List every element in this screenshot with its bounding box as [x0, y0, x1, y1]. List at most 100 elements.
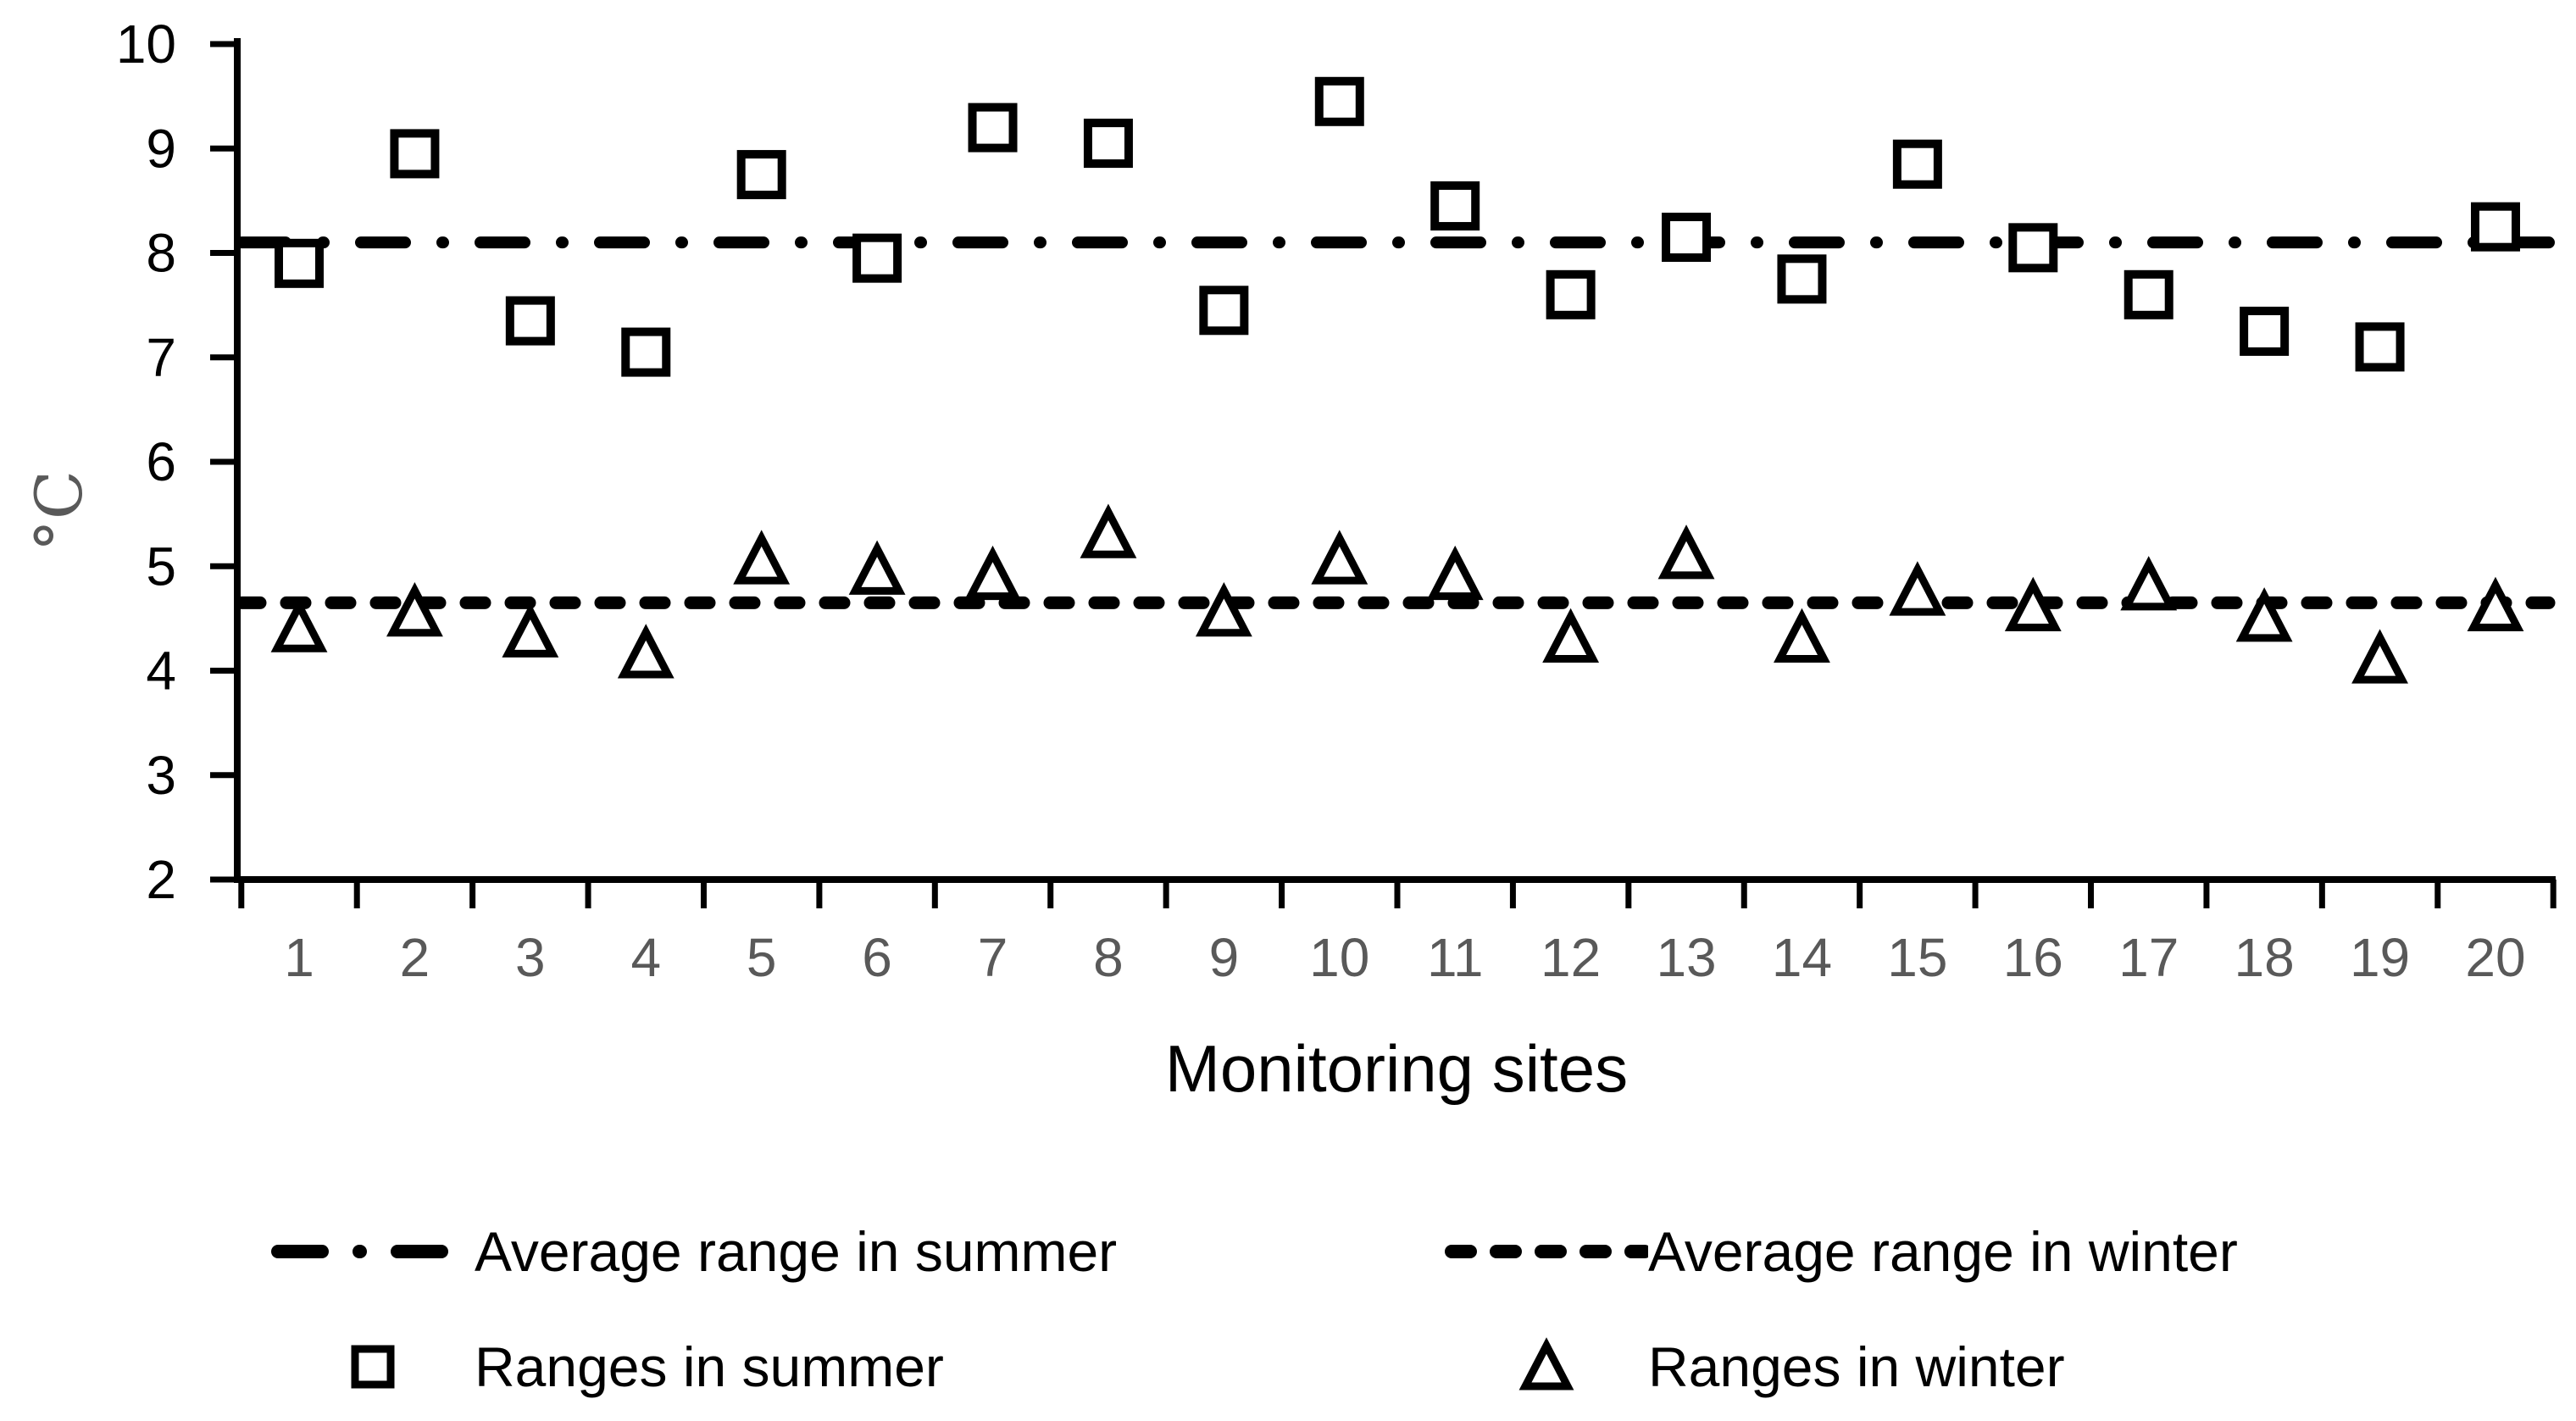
legend-label: Ranges in summer [475, 1335, 944, 1398]
summer-point [1083, 119, 1133, 169]
y-tick [210, 458, 237, 465]
x-tick-label: 20 [2465, 927, 2525, 988]
x-tick-label: 4 [630, 927, 661, 988]
y-tick [210, 41, 237, 47]
summer-point [1314, 76, 1364, 126]
x-tick-label: 16 [2003, 927, 2063, 988]
legend-item-average-summer: Average range in summer [271, 1213, 1117, 1290]
winter-point [848, 540, 906, 595]
summer-point [1430, 181, 1480, 231]
summer-point [1199, 286, 1249, 336]
y-tick-label: 6 [146, 431, 176, 492]
legend-item-ranges-winter: Ranges in winter [1445, 1329, 2065, 1405]
winter-point [270, 597, 328, 652]
x-tick [2434, 880, 2441, 908]
x-tick [816, 880, 823, 908]
x-tick-label: 2 [400, 927, 430, 988]
x-tick [700, 880, 707, 908]
x-tick [1279, 880, 1285, 908]
x-tick [585, 880, 591, 908]
y-tick-label: 4 [146, 641, 176, 702]
x-tick [1625, 880, 1632, 908]
y-tick-label: 7 [146, 327, 176, 388]
x-tick [1972, 880, 1979, 908]
y-tick [210, 876, 237, 883]
y-tick-label: 3 [146, 745, 176, 806]
x-tick [2203, 880, 2210, 908]
summer-point [852, 233, 902, 283]
winter-point [2467, 576, 2524, 632]
winter-point [386, 581, 443, 637]
summer-point [2240, 306, 2290, 356]
winter-point [2351, 629, 2408, 684]
winter-point [617, 624, 675, 679]
summer-point [1662, 213, 1712, 263]
y-tick [210, 145, 237, 152]
y-tick [210, 772, 237, 779]
winter-point [1774, 608, 1830, 663]
summer-point [1777, 254, 1827, 304]
y-tick-label: 5 [146, 536, 176, 597]
y-tick-label: 9 [146, 118, 176, 179]
winter-point [1542, 608, 1600, 663]
legend: Average range in summer Average range in… [0, 1186, 2576, 1421]
legend-label: Ranges in winter [1648, 1335, 2065, 1398]
dashed-line-icon [1445, 1213, 1648, 1290]
y-tick [210, 668, 237, 674]
summer-point [1546, 269, 1596, 319]
y-tick-label: 8 [146, 223, 176, 284]
x-tick [2550, 880, 2557, 908]
x-tick-label: 18 [2235, 927, 2295, 988]
x-axis-title: Monitoring sites [1164, 1031, 1629, 1106]
x-tick-label: 6 [862, 927, 892, 988]
summer-point [505, 296, 555, 346]
x-tick [1163, 880, 1169, 908]
x-tick [2088, 880, 2095, 908]
summer-point [390, 129, 440, 179]
x-tick-label: 19 [2350, 927, 2410, 988]
triangle-marker-icon [1445, 1329, 1648, 1405]
y-tick-label: 10 [116, 14, 176, 75]
x-tick [238, 880, 245, 908]
winter-point [2004, 576, 2062, 632]
x-tick-label: 8 [1093, 927, 1124, 988]
x-tick-label: 5 [747, 927, 777, 988]
summer-point [2124, 269, 2174, 319]
x-tick-label: 14 [1772, 927, 1832, 988]
x-tick-label: 13 [1656, 927, 1716, 988]
x-tick [2318, 880, 2325, 908]
y-tick-label: 2 [146, 849, 176, 910]
winter-point [1080, 503, 1137, 558]
legend-label: Average range in summer [475, 1220, 1118, 1283]
winter-point [1426, 545, 1484, 601]
legend-item-average-winter: Average range in winter [1445, 1213, 2238, 1290]
x-tick-label: 10 [1309, 927, 1369, 988]
x-tick [1857, 880, 1863, 908]
square-marker-icon [271, 1329, 475, 1405]
x-tick [353, 880, 360, 908]
winter-point [1657, 525, 1715, 580]
x-tick-label: 11 [1427, 927, 1483, 988]
dash-dot-line-icon [271, 1213, 475, 1290]
x-tick [1394, 880, 1401, 908]
x-tick [1740, 880, 1747, 908]
y-tick [210, 563, 237, 569]
x-tick-label: 3 [515, 927, 546, 988]
x-tick [469, 880, 476, 908]
y-tick [210, 354, 237, 361]
x-tick [931, 880, 938, 908]
legend-item-ranges-summer: Ranges in summer [271, 1329, 944, 1405]
summer-point [2008, 223, 2058, 273]
winter-point [733, 530, 791, 585]
winter-point [1311, 530, 1368, 585]
y-tick [210, 250, 237, 256]
winter-point [1889, 561, 1946, 616]
summer-point [275, 238, 324, 288]
summer-point [2355, 322, 2405, 372]
x-tick [1047, 880, 1054, 908]
winter-point [2120, 556, 2178, 611]
x-tick-label: 17 [2118, 927, 2179, 988]
x-tick-label: 12 [1541, 927, 1601, 988]
legend-label: Average range in winter [1648, 1220, 2238, 1283]
